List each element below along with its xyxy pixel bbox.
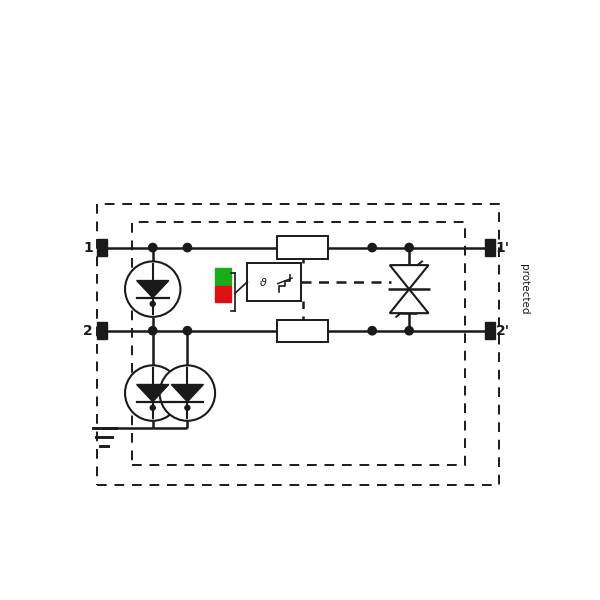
Bar <box>485 322 495 340</box>
Circle shape <box>149 326 157 335</box>
Polygon shape <box>172 385 203 401</box>
Circle shape <box>150 405 155 410</box>
Circle shape <box>160 365 215 421</box>
Circle shape <box>183 244 191 252</box>
Polygon shape <box>137 385 169 401</box>
Circle shape <box>185 405 190 410</box>
Polygon shape <box>390 289 428 313</box>
Circle shape <box>125 365 181 421</box>
Circle shape <box>150 301 155 307</box>
Bar <box>97 322 107 340</box>
Circle shape <box>368 244 376 252</box>
Text: protected: protected <box>519 264 529 314</box>
Circle shape <box>368 326 376 335</box>
Circle shape <box>405 244 413 252</box>
Text: $\vartheta$: $\vartheta$ <box>259 276 268 288</box>
Text: 2': 2' <box>496 324 510 338</box>
Text: 1: 1 <box>83 241 93 254</box>
Bar <box>485 239 495 256</box>
Bar <box>97 203 499 485</box>
Bar <box>97 239 107 256</box>
Bar <box>247 263 301 301</box>
Bar <box>215 286 231 302</box>
Text: 2: 2 <box>83 324 93 338</box>
Circle shape <box>149 244 157 252</box>
Polygon shape <box>390 265 428 289</box>
Bar <box>132 222 464 464</box>
Circle shape <box>125 262 181 317</box>
Bar <box>215 268 231 284</box>
Circle shape <box>405 326 413 335</box>
Text: 1': 1' <box>496 241 510 254</box>
Circle shape <box>183 326 191 335</box>
Polygon shape <box>137 281 169 298</box>
Bar <box>277 320 328 342</box>
Bar <box>277 236 328 259</box>
